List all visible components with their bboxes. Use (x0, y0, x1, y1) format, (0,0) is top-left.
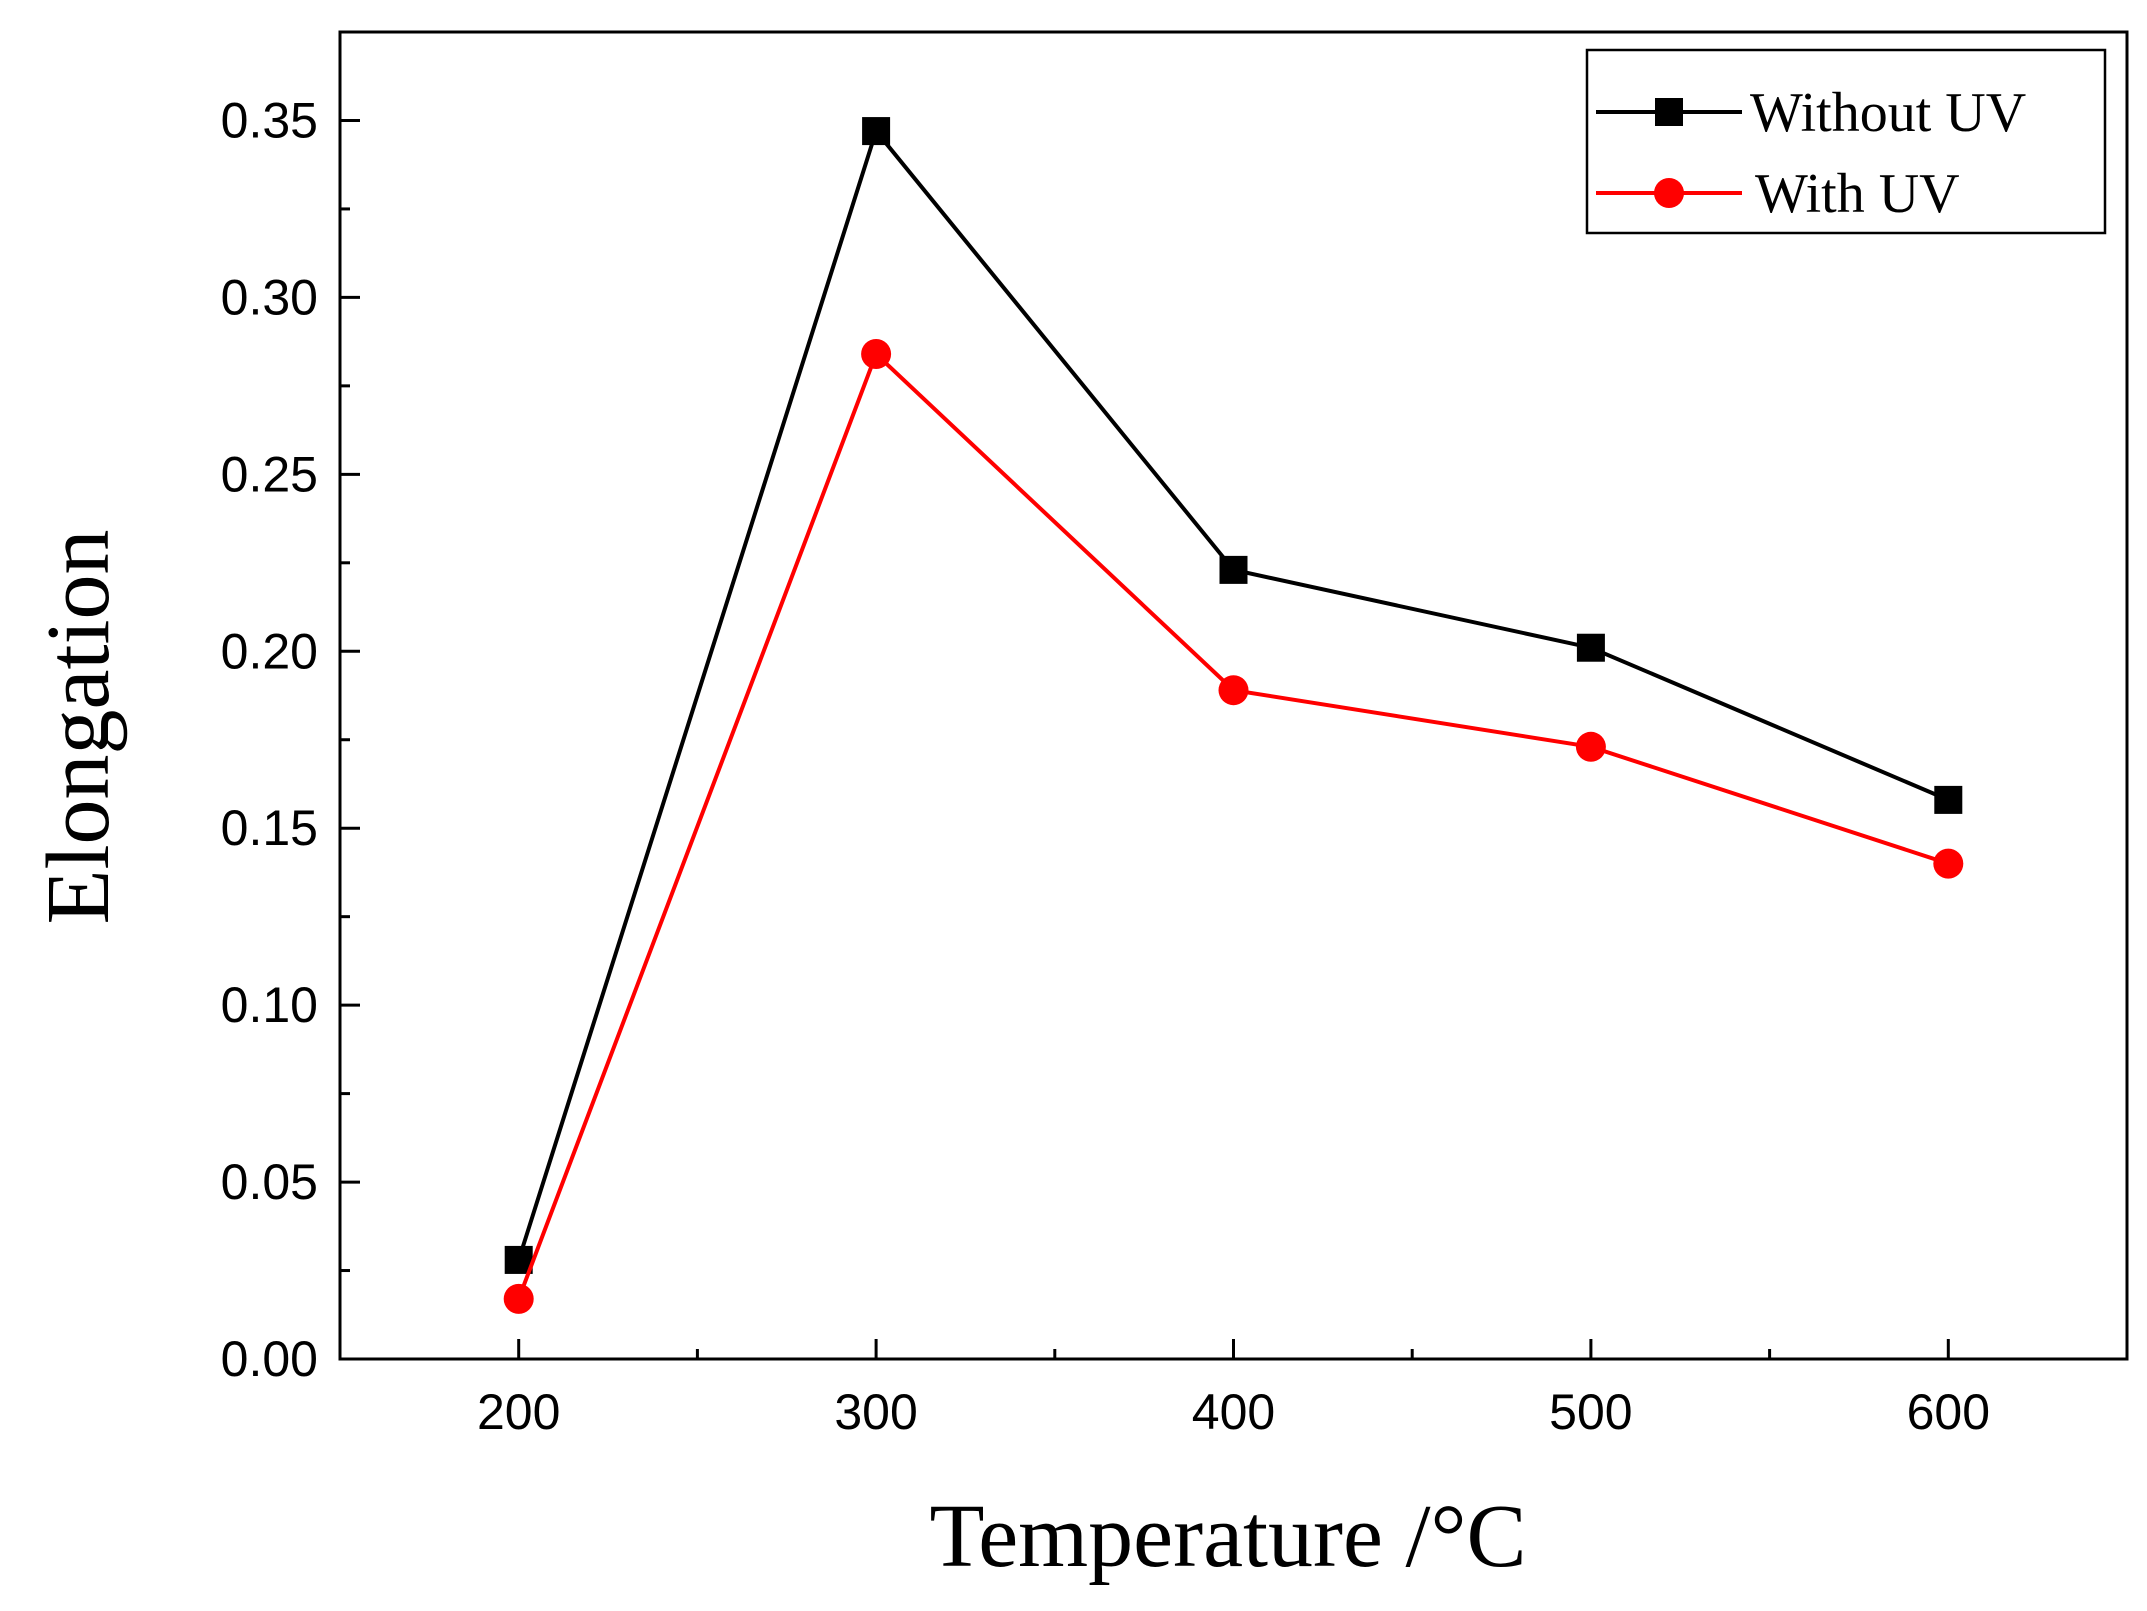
y-tick-label: 0.20 (221, 623, 318, 679)
series-layer (503, 117, 1964, 1314)
data-point-with-uv (861, 339, 892, 370)
x-axis-ticks: 200 300 400 500 600 (477, 1339, 1990, 1440)
legend-label-without-uv: Without UV (1750, 82, 2026, 144)
x-tick-label: 300 (834, 1384, 917, 1440)
data-point-with-uv (1218, 675, 1249, 706)
x-tick-label: 200 (477, 1384, 560, 1440)
x-tick-label: 400 (1192, 1384, 1275, 1440)
y-tick-label: 0.05 (221, 1154, 318, 1210)
series-line-with-uv (516, 350, 1949, 1300)
x-tick-label: 600 (1907, 1384, 1990, 1440)
data-point-with-uv (503, 1283, 534, 1314)
y-tick-label: 0.35 (221, 92, 318, 148)
data-point-without-uv (1934, 785, 1963, 814)
x-tick-label: 500 (1549, 1384, 1632, 1440)
legend-marker-with-uv (1654, 178, 1684, 208)
y-tick-label: 0.15 (221, 800, 318, 856)
legend-label-with-uv: With UV (1755, 163, 1960, 225)
y-tick-label: 0.30 (221, 269, 318, 325)
data-point-without-uv (1576, 633, 1605, 662)
y-tick-label: 0.10 (221, 977, 318, 1033)
y-tick-label: 0.00 (221, 1331, 318, 1387)
legend-marker-without-uv (1655, 98, 1683, 126)
data-point-without-uv (862, 117, 891, 146)
y-tick-label: 0.25 (221, 446, 318, 502)
data-point-with-uv (1575, 731, 1606, 762)
y-axis-title: Elongation (29, 530, 128, 925)
y-axis-ticks: 0.00 0.05 0.10 0.15 0.20 0.25 0.30 0.35 (221, 92, 360, 1387)
data-point-without-uv (1219, 555, 1248, 584)
legend: Without UV With UV (1585, 48, 2107, 235)
data-point-with-uv (1933, 848, 1964, 879)
x-axis-title: Temperature /°C (930, 1487, 1527, 1586)
